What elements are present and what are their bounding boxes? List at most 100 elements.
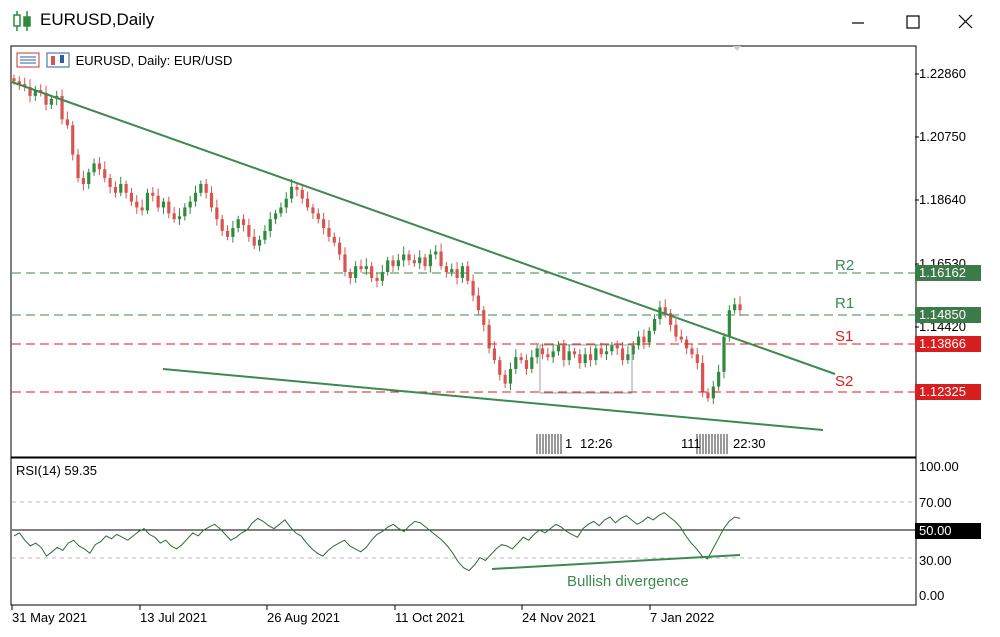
candle-body <box>87 172 91 184</box>
candle-body <box>295 186 299 190</box>
candle-body <box>508 368 513 384</box>
close-icon[interactable] <box>945 7 985 37</box>
candle-body <box>620 348 625 361</box>
candle-body <box>444 266 448 273</box>
date-label-4: 11 Oct 2021 <box>395 610 465 625</box>
date-label-2: 13 Jul 2021 <box>140 610 208 625</box>
chart-menu-icon[interactable] <box>16 52 72 68</box>
candle-body <box>247 225 251 237</box>
candle-body <box>236 219 240 229</box>
candle-body <box>631 345 635 355</box>
candle-body <box>151 192 155 196</box>
candle-body <box>199 183 203 193</box>
lower-trendline[interactable] <box>162 368 824 431</box>
candle-body <box>503 374 507 384</box>
candle-body <box>81 178 85 184</box>
maximize-icon[interactable] <box>893 7 933 37</box>
rsi-line <box>13 512 741 572</box>
candle-body <box>161 201 166 208</box>
candle-body <box>193 192 198 202</box>
candle-body <box>322 219 326 229</box>
date-label-3: 26 Aug 2021 <box>267 610 341 625</box>
candle-body <box>215 207 219 220</box>
candle-body <box>626 354 630 361</box>
candle-body <box>578 354 582 364</box>
candle-body <box>535 348 539 358</box>
candle-body <box>316 213 320 220</box>
candle-body <box>257 239 262 246</box>
candle-body <box>370 266 374 278</box>
candle-body <box>380 272 384 281</box>
candle-body <box>343 254 347 273</box>
candle-body <box>524 360 529 369</box>
minimize-icon[interactable] <box>838 7 878 37</box>
candle-body <box>674 324 678 337</box>
divergence-line[interactable] <box>491 554 741 570</box>
candle-body <box>572 351 577 355</box>
candle-body <box>530 357 534 369</box>
candle-body <box>119 183 123 193</box>
chart-canvas[interactable] <box>0 42 1000 637</box>
candle-body <box>327 228 331 237</box>
candle-body <box>60 95 64 120</box>
candle-body <box>156 195 160 208</box>
candle-body <box>588 354 593 361</box>
candle-body <box>375 277 379 281</box>
candle-body <box>476 295 481 311</box>
candle-body <box>455 269 459 278</box>
upper-trendline[interactable] <box>11 81 836 375</box>
candle-body <box>727 310 731 337</box>
candle-body <box>407 254 411 261</box>
price-tick-2: 1.20750 <box>919 129 966 144</box>
candle-body <box>642 336 646 343</box>
candle-body <box>44 92 48 105</box>
candle-body <box>418 257 422 264</box>
rsi-tick-100: 100.00 <box>919 459 959 474</box>
candle-body <box>364 266 368 270</box>
rsi-tick-70: 70.00 <box>919 495 952 510</box>
candle-body <box>519 357 523 361</box>
candle-body <box>284 198 288 208</box>
candle-body <box>439 251 443 267</box>
candle-body <box>177 216 182 220</box>
candle-body <box>396 260 400 267</box>
candle-body <box>359 266 363 270</box>
candle-body <box>604 351 609 355</box>
candle-body <box>49 98 53 105</box>
s1-price-tag: 1.13866 <box>915 336 981 352</box>
candle-body <box>466 266 470 281</box>
chart-symbol-label: EURUSD, Daily: EUR/USD <box>75 53 233 68</box>
candle-body <box>92 163 96 173</box>
r2-label: R2 <box>835 257 855 274</box>
candle-body <box>599 348 603 355</box>
candle-body <box>663 307 667 314</box>
candle-body <box>434 251 438 255</box>
right-marker-time: 22:30 <box>733 436 766 451</box>
date-label-1: 31 May 2021 <box>12 610 88 625</box>
candle-body <box>717 371 721 387</box>
candle-body <box>140 207 144 211</box>
candle-body <box>300 189 304 199</box>
candle-body <box>482 310 486 325</box>
candle-body <box>17 81 21 85</box>
candle-body <box>28 87 32 96</box>
candle-body <box>514 357 518 369</box>
candle-body <box>71 125 75 155</box>
consolidation-box <box>539 344 633 394</box>
s1-label: S1 <box>835 328 854 345</box>
candlestick-app-icon <box>13 11 31 31</box>
candle-body <box>97 163 102 170</box>
candle-body <box>354 266 358 278</box>
candle-body <box>428 254 432 267</box>
candle-body <box>706 392 710 399</box>
candle-body <box>690 348 694 355</box>
r1-price-tag: 1.14850 <box>915 307 981 323</box>
price-tick-1: 1.22860 <box>919 66 966 81</box>
chart-header: EURUSD, Daily: EUR/USD <box>16 52 232 68</box>
candle-body <box>722 336 726 372</box>
candle-body <box>636 336 641 346</box>
candle-body <box>268 219 272 231</box>
candle-body <box>225 230 230 237</box>
chart-shift-icon[interactable] <box>733 46 741 51</box>
price-pane-frame <box>10 45 917 458</box>
